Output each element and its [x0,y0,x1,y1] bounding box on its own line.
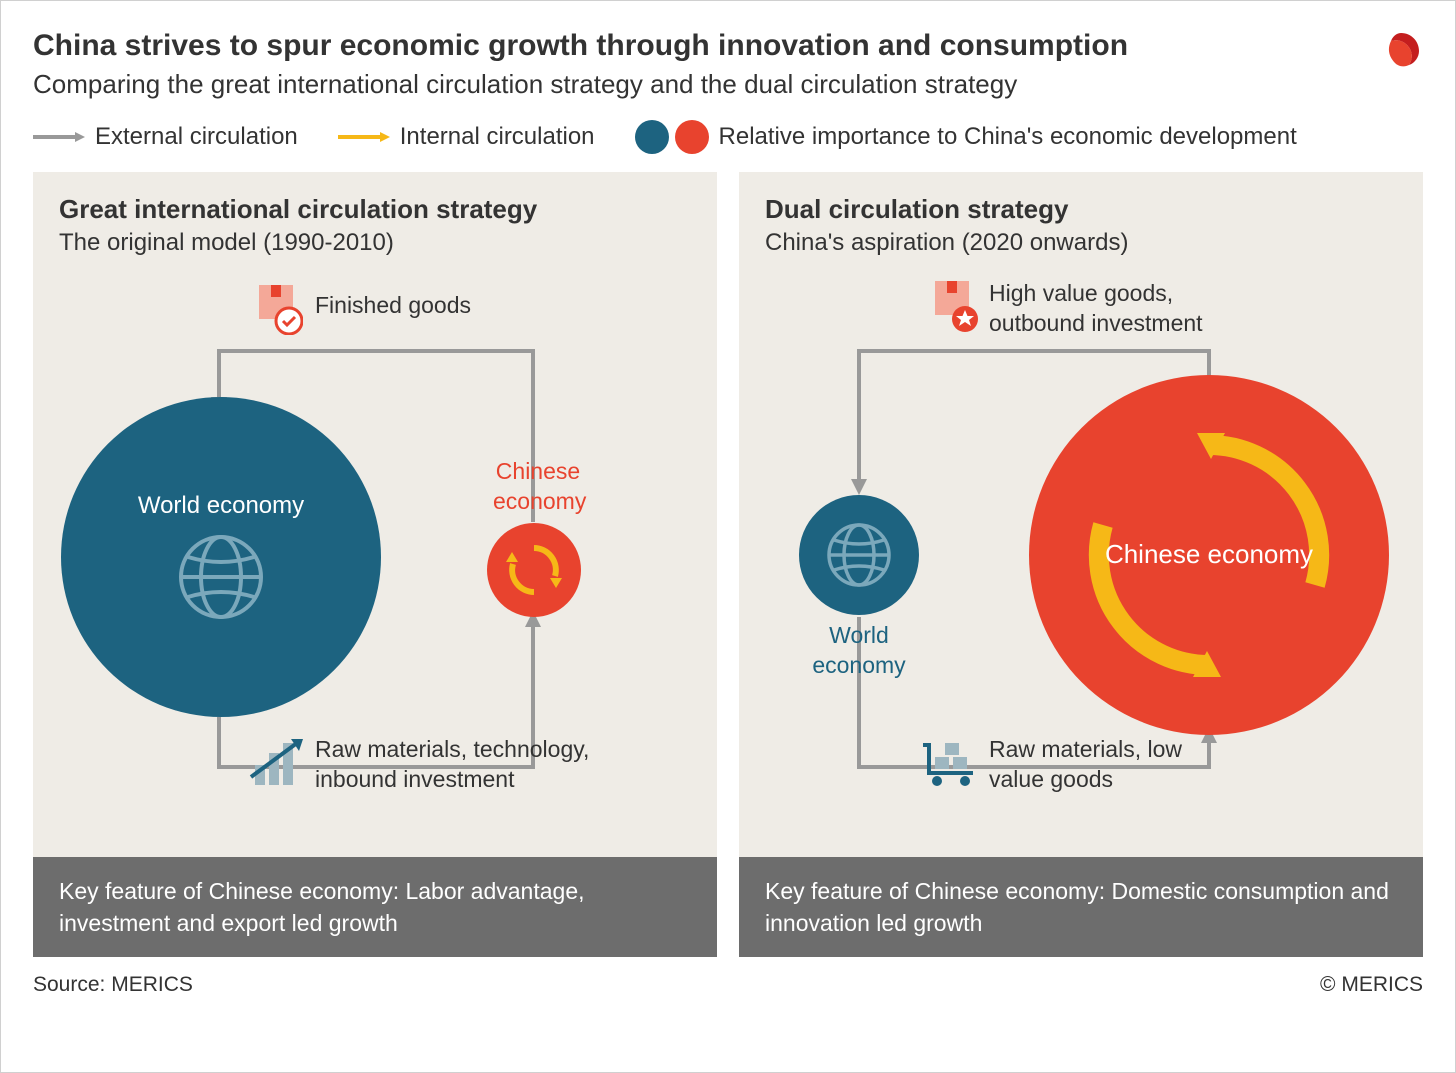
panel-left-diagram: Finished goods World economy [33,267,717,857]
globe-icon [824,520,894,590]
panel-right-diagram: High value goods, outbound investment [739,267,1423,857]
small-circulation-icon [502,538,566,602]
legend-importance-label: Relative importance to China's economic … [719,123,1297,151]
world-economy-circle-right [799,495,919,615]
yellow-arrow-icon [338,130,390,144]
chart-growth-icon [247,735,307,794]
china-economy-circle-left [487,523,581,617]
cart-boxes-icon [919,737,981,794]
china-label-left: Chinese economy [493,457,583,517]
merics-logo-icon [1379,29,1423,78]
globe-icon [176,532,266,622]
panel-left: Great international circulation strategy… [33,172,717,957]
gray-arrow-icon [33,130,85,144]
legend-importance: Relative importance to China's economic … [635,120,1297,154]
circles-sample-icon [635,120,709,154]
panel-right-footer: Key feature of Chinese economy: Domestic… [739,857,1423,957]
legend-external-label: External circulation [95,123,298,151]
legend: External circulation Internal circulatio… [33,120,1423,154]
source-label: Source: MERICS [33,973,193,997]
legend-internal-label: Internal circulation [400,123,595,151]
panel-left-subtitle: The original model (1990-2010) [59,229,691,257]
footer: Source: MERICS © MERICS [33,973,1423,997]
left-bottom-flow-label: Raw materials, technology, inbound inves… [315,735,635,795]
copyright-label: © MERICS [1320,973,1423,997]
world-label-left: World economy [138,492,304,521]
main-subtitle: Comparing the great international circul… [33,69,1423,100]
panel-right: Dual circulation strategy China's aspira… [739,172,1423,957]
right-bottom-flow-label: Raw materials, low value goods [989,735,1209,795]
world-economy-circle-left: World economy [61,397,381,717]
china-label-right: Chinese economy [1105,539,1313,570]
panel-right-subtitle: China's aspiration (2020 onwards) [765,229,1397,257]
legend-internal: Internal circulation [338,123,595,151]
panel-left-title: Great international circulation strategy [59,194,691,225]
panel-right-title: Dual circulation strategy [765,194,1397,225]
main-title: China strives to spur economic growth th… [33,29,1423,63]
world-label-right: World economy [809,621,909,681]
panels-container: Great international circulation strategy… [33,172,1423,957]
legend-external: External circulation [33,123,298,151]
china-economy-circle-right: Chinese economy [1029,375,1389,735]
panel-left-footer: Key feature of Chinese economy: Labor ad… [33,857,717,957]
header: China strives to spur economic growth th… [33,29,1423,100]
